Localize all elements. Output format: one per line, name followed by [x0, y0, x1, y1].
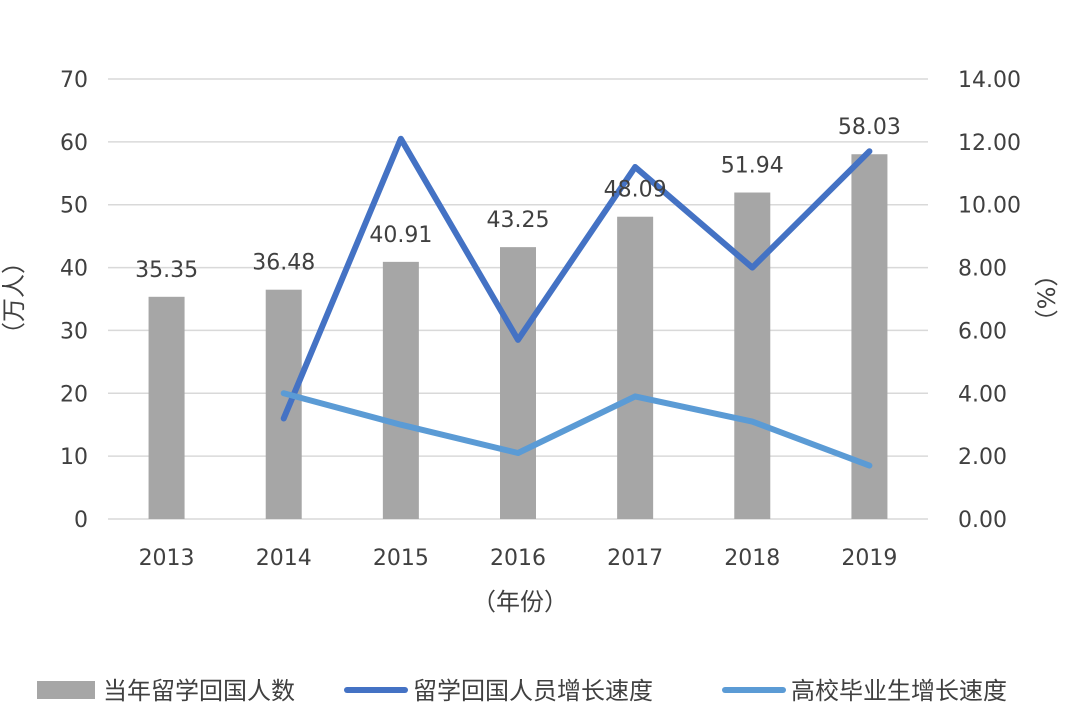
- x-axis-tick-label: 2019: [841, 546, 897, 571]
- x-axis-tick-label: 2013: [139, 546, 195, 571]
- x-axis-tick-label: 2017: [607, 546, 663, 571]
- left-axis-tick-label: 50: [60, 194, 88, 219]
- left-axis-tick-label: 20: [60, 382, 88, 407]
- bar-data-label: 40.91: [369, 223, 432, 248]
- bar-data-label: 51.94: [721, 154, 784, 179]
- left-axis-ticks: 0 10 20 30 40 50 60 70: [60, 68, 88, 533]
- right-axis-tick-label: 2.00: [958, 445, 1007, 470]
- series-line: [280, 390, 873, 469]
- bar-data-label: 36.48: [252, 251, 315, 276]
- bar-series: [148, 154, 888, 520]
- x-axis-tick-label: 2016: [490, 546, 546, 571]
- left-axis-tick-label: 40: [60, 257, 88, 282]
- bar-data-label: 35.35: [135, 258, 198, 283]
- legend: 当年留学回国人数 留学回国人员增长速度 高校毕业生增长速度: [37, 677, 1007, 705]
- left-axis-tick-label: 30: [60, 319, 88, 344]
- legend-entry-label: 高校毕业生增长速度: [791, 677, 1007, 705]
- bar-data-label: 43.25: [487, 208, 550, 233]
- legend-entry-label: 留学回国人员增长速度: [413, 677, 653, 705]
- bar: [382, 261, 419, 519]
- x-axis-title: （年份）: [472, 588, 568, 616]
- bar-data-label: 58.03: [838, 115, 901, 140]
- right-axis-tick-label: 14.00: [958, 68, 1021, 93]
- x-axis-tick-label: 2018: [724, 546, 780, 571]
- right-axis-title: （%）: [1033, 263, 1061, 334]
- left-axis-tick-label: 0: [74, 508, 88, 533]
- right-axis-tick-label: 6.00: [958, 319, 1007, 344]
- right-axis-ticks: 0.00 2.00 4.00 6.00 8.00 10.00 12.00 14.00: [958, 68, 1021, 533]
- bar: [500, 247, 536, 519]
- bar-data-label: 48.09: [604, 178, 667, 203]
- right-axis-tick-label: 10.00: [958, 194, 1021, 219]
- left-axis-tick-label: 60: [60, 131, 88, 156]
- x-axis-tick-label: 2014: [256, 546, 312, 571]
- bar: [265, 289, 302, 519]
- series-line: [280, 135, 873, 422]
- bar: [148, 296, 185, 519]
- x-axis-ticks: 2013 2014 2015 2016 2017 2018 2019: [139, 546, 898, 571]
- legend-swatch-bar: [37, 681, 95, 699]
- right-axis-tick-label: 0.00: [958, 508, 1007, 533]
- left-axis-title: （万人）: [0, 250, 28, 346]
- bar: [734, 192, 771, 519]
- right-axis-tick-label: 12.00: [958, 131, 1021, 156]
- line-series: [280, 135, 873, 469]
- bar: [617, 216, 654, 519]
- x-axis-tick-label: 2015: [373, 546, 429, 571]
- right-axis-tick-label: 4.00: [958, 382, 1007, 407]
- right-axis-tick-label: 8.00: [958, 257, 1007, 282]
- bar-data-labels: 35.35 36.48 40.91 43.25 48.09 51.94 58.03: [135, 115, 901, 283]
- left-axis-tick-label: 70: [60, 68, 88, 93]
- left-axis-tick-label: 10: [60, 445, 88, 470]
- legend-entry-label: 当年留学回国人数: [103, 677, 295, 705]
